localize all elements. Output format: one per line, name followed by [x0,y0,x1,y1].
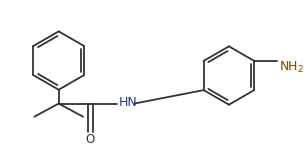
Text: O: O [86,133,95,146]
Text: NH$_2$: NH$_2$ [278,60,304,75]
Text: HN: HN [118,96,137,109]
